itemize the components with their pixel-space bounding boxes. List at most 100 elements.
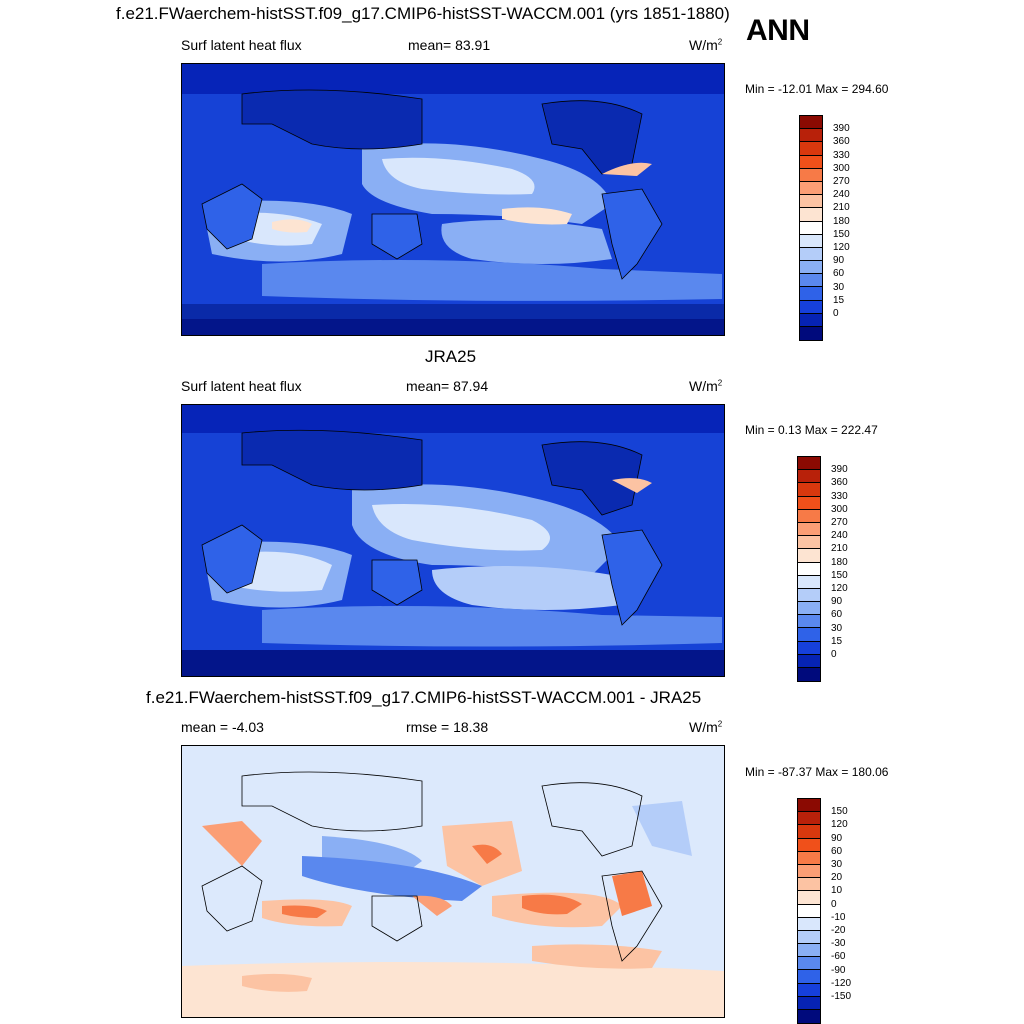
colorbar-segment xyxy=(800,300,822,314)
colorbar-tick-label: 210 xyxy=(833,202,850,214)
panel-3-colorbar xyxy=(797,798,821,1024)
panel-2-map xyxy=(181,404,725,677)
panel-3-map xyxy=(181,745,725,1018)
panel-2-colorbar xyxy=(797,456,821,683)
colorbar-tick-label: 60 xyxy=(831,845,843,857)
colorbar-tick-label: 60 xyxy=(833,268,845,280)
colorbar-tick-label: -150 xyxy=(831,991,852,1002)
colorbar-segment xyxy=(798,799,820,813)
panel-3-mean-label: mean = -4.03 xyxy=(181,719,264,735)
colorbar-tick-label: 180 xyxy=(833,215,850,227)
colorbar-segment xyxy=(798,457,820,471)
panel-3-minmax: Min = -87.37 Max = 180.06 xyxy=(745,765,889,779)
colorbar-tick-label: -90 xyxy=(831,964,846,976)
colorbar-segment xyxy=(800,208,822,222)
colorbar-segment xyxy=(798,930,820,945)
colorbar-tick-label: 10 xyxy=(831,885,843,897)
colorbar-tick-label: -20 xyxy=(831,925,846,936)
colorbar-tick-label: 120 xyxy=(831,583,848,594)
colorbar-tick-label: 210 xyxy=(831,543,848,555)
colorbar-segment xyxy=(798,496,820,510)
panel-2-minmax: Min = 0.13 Max = 222.47 xyxy=(745,423,878,437)
colorbar-segment xyxy=(800,129,822,143)
colorbar-tick-label: 15 xyxy=(833,294,845,306)
colorbar-segment xyxy=(798,536,820,550)
colorbar-segment xyxy=(798,917,820,931)
colorbar-segment xyxy=(800,168,822,182)
colorbar-segment xyxy=(798,654,820,668)
colorbar-tick-label: 150 xyxy=(833,228,850,240)
panel-1-minmax: Min = -12.01 Max = 294.60 xyxy=(745,82,889,96)
colorbar-segment xyxy=(798,470,820,484)
colorbar-segment xyxy=(800,142,822,156)
colorbar-segment xyxy=(800,155,822,169)
panel-2-mean-label: mean= 87.94 xyxy=(406,378,489,394)
colorbar-tick-label: -60 xyxy=(831,951,846,963)
panel-1-title: f.e21.FWaerchem-histSST.f09_g17.CMIP6-hi… xyxy=(116,4,730,23)
colorbar-segment xyxy=(798,588,820,603)
colorbar-segment xyxy=(798,641,820,655)
colorbar-tick-label: 270 xyxy=(833,176,850,187)
colorbar-tick-label: 180 xyxy=(831,556,848,568)
colorbar-segment xyxy=(798,1010,820,1024)
colorbar-tick-label: 90 xyxy=(831,596,843,608)
colorbar-tick-label: 150 xyxy=(831,806,848,818)
panel-1-variable-label: Surf latent heat flux xyxy=(181,37,302,53)
colorbar-tick-label: 90 xyxy=(833,255,845,267)
colorbar-tick-label: 330 xyxy=(831,490,848,502)
colorbar-segment xyxy=(798,522,820,537)
colorbar-segment xyxy=(798,878,820,892)
colorbar-segment xyxy=(798,549,820,563)
colorbar-tick-label: 300 xyxy=(833,162,850,174)
colorbar-segment xyxy=(798,983,820,997)
colorbar-tick-label: 20 xyxy=(831,872,843,884)
colorbar-segment xyxy=(800,234,822,248)
colorbar-segment xyxy=(798,575,820,589)
panel-1-units: W/m2 xyxy=(689,37,723,53)
colorbar-tick-label: 0 xyxy=(833,308,839,319)
colorbar-segment xyxy=(800,261,822,275)
colorbar-segment xyxy=(798,904,820,918)
panel-3-rmse-label: rmse = 18.38 xyxy=(406,719,489,735)
colorbar-tick-label: 330 xyxy=(833,149,850,161)
colorbar-segment xyxy=(798,891,820,905)
colorbar-tick-label: 60 xyxy=(831,609,843,621)
colorbar-segment xyxy=(800,274,822,288)
colorbar-tick-label: 300 xyxy=(831,503,848,515)
colorbar-tick-label: -120 xyxy=(831,977,852,989)
colorbar-segment xyxy=(800,116,822,130)
colorbar-tick-label: 390 xyxy=(831,464,848,476)
colorbar-segment xyxy=(798,864,820,879)
colorbar-tick-label: 120 xyxy=(833,242,850,253)
colorbar-tick-label: 270 xyxy=(831,517,848,528)
colorbar-tick-label: 0 xyxy=(831,898,837,910)
colorbar-segment xyxy=(798,602,820,616)
colorbar-segment xyxy=(798,957,820,971)
panel-2-variable-label: Surf latent heat flux xyxy=(181,378,302,394)
colorbar-segment xyxy=(798,628,820,642)
colorbar-tick-label: 390 xyxy=(833,123,850,135)
panel-1-colorbar xyxy=(799,115,823,342)
panel-2-title: JRA25 xyxy=(425,347,477,366)
colorbar-segment xyxy=(798,668,820,682)
colorbar-segment xyxy=(798,615,820,629)
colorbar-segment xyxy=(800,247,822,262)
colorbar-segment xyxy=(798,825,820,839)
colorbar-segment xyxy=(798,851,820,865)
panel-3-units: W/m2 xyxy=(689,719,723,735)
colorbar-segment xyxy=(800,327,822,341)
colorbar-tick-label: 15 xyxy=(831,635,843,647)
colorbar-segment xyxy=(798,483,820,497)
colorbar-tick-label: 360 xyxy=(831,477,848,489)
colorbar-tick-label: 240 xyxy=(833,189,850,201)
colorbar-segment xyxy=(798,996,820,1010)
colorbar-tick-label: 90 xyxy=(831,832,843,844)
colorbar-segment xyxy=(800,181,822,196)
colorbar-tick-label: 150 xyxy=(831,569,848,581)
colorbar-tick-label: 240 xyxy=(831,530,848,542)
colorbar-tick-label: 0 xyxy=(831,649,837,660)
colorbar-segment xyxy=(800,313,822,327)
colorbar-segment xyxy=(798,562,820,576)
season-label: ANN xyxy=(746,14,810,47)
colorbar-tick-label: -10 xyxy=(831,911,846,923)
